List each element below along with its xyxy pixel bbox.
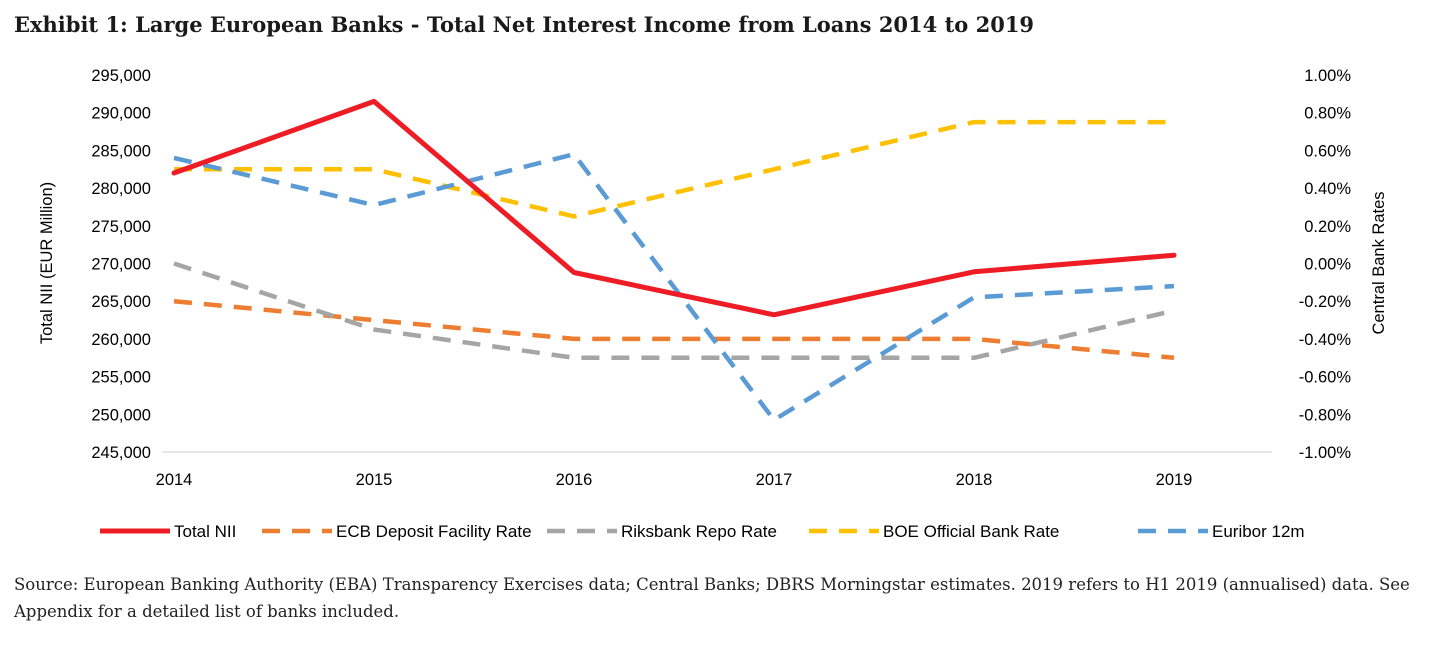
left-tick-label: 255,000 <box>91 369 151 387</box>
right-tick-label: -0.60% <box>1299 369 1352 387</box>
right-tick-label: 0.00% <box>1304 256 1351 274</box>
legend-label: ECB Deposit Facility Rate <box>336 522 532 541</box>
series-line-2 <box>173 261 1175 361</box>
x-tick-label: 2014 <box>156 471 193 489</box>
x-tick-label: 2015 <box>356 471 393 489</box>
legend-label: BOE Official Bank Rate <box>883 522 1059 541</box>
series-line-3 <box>174 119 1174 219</box>
left-axis-title: Total NII (EUR Million) <box>38 182 56 344</box>
legend-label: Total NII <box>174 522 236 541</box>
right-tick-label: 0.60% <box>1304 142 1351 160</box>
right-tick-label: 0.20% <box>1304 218 1351 236</box>
right-tick-label: -0.40% <box>1299 331 1352 349</box>
right-tick-label: 0.40% <box>1304 180 1351 198</box>
left-tick-label: 275,000 <box>91 218 151 236</box>
series-line-4 <box>173 151 1175 423</box>
left-tick-label: 280,000 <box>91 180 151 198</box>
x-tick-label: 2017 <box>756 471 793 489</box>
left-axis-ticks: 245,000 250,000 255,000 260,000 265,000 270,0… <box>91 67 151 462</box>
left-tick-label: 250,000 <box>91 406 151 424</box>
series-lines <box>171 98 1177 423</box>
source-note: Source: European Banking Authority (EBA)… <box>14 575 1410 621</box>
left-tick-label: 260,000 <box>91 331 151 349</box>
right-tick-label: -0.80% <box>1299 406 1352 424</box>
left-tick-label: 265,000 <box>91 293 151 311</box>
left-tick-label: 290,000 <box>91 105 151 123</box>
series-line-0 <box>171 98 1177 318</box>
legend-label: Riksbank Repo Rate <box>621 522 777 541</box>
x-tick-label: 2018 <box>956 471 993 489</box>
right-axis-ticks: -1.00% -0.80% -0.60% -0.40% -0.20% 0.00% 0.20%… <box>1299 67 1352 462</box>
x-tick-label: 2019 <box>1156 471 1193 489</box>
series-line-1 <box>173 298 1175 361</box>
left-tick-label: 245,000 <box>91 444 151 462</box>
left-tick-label: 285,000 <box>91 142 151 160</box>
right-tick-label: 0.80% <box>1304 105 1351 123</box>
legend-label: Euribor 12m <box>1212 522 1305 541</box>
right-tick-label: -1.00% <box>1299 444 1352 462</box>
right-tick-label: -0.20% <box>1299 293 1352 311</box>
x-tick-label: 2016 <box>556 471 593 489</box>
legend: Total NII ECB Deposit Facility Rate Riksba… <box>100 522 1305 541</box>
x-axis-ticks: 2014 2015 2016 2017 2018 2019 <box>156 471 1193 489</box>
line-chart: 245,000 250,000 255,000 260,000 265,000 270,0… <box>38 67 1388 541</box>
right-axis-title: Central Bank Rates <box>1370 191 1388 334</box>
right-tick-label: 1.00% <box>1304 67 1351 85</box>
left-tick-label: 270,000 <box>91 256 151 274</box>
left-tick-label: 295,000 <box>91 67 151 85</box>
chart-title: Exhibit 1: Large European Banks - Total … <box>14 12 1035 37</box>
